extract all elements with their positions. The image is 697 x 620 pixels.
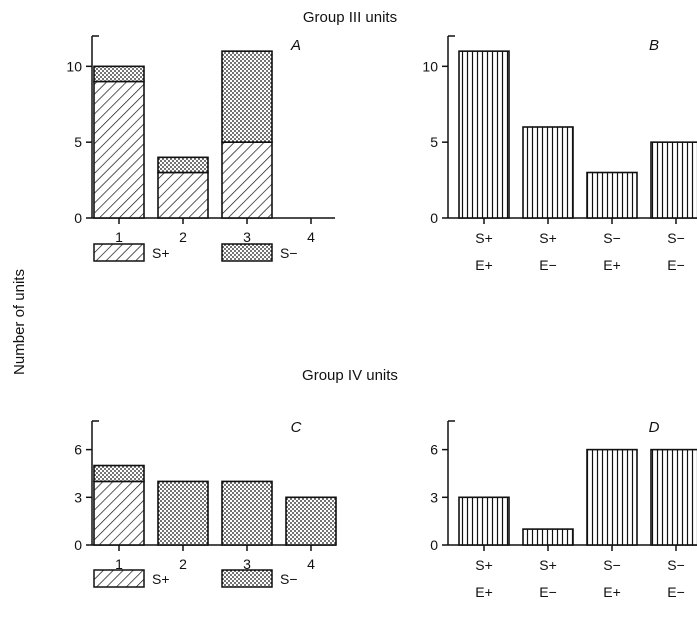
group-iv-title: Group IV units: [302, 367, 398, 384]
legend-swatch: [93, 243, 145, 262]
legend-label: S−: [280, 245, 298, 261]
bar: [522, 126, 574, 219]
x-tick-label: E−: [667, 257, 685, 273]
y-tick-label: 0: [74, 210, 82, 226]
x-tick-label: 2: [179, 556, 187, 572]
bar: [458, 496, 510, 546]
legend-swatch: [93, 569, 145, 588]
bar-segment: [93, 65, 145, 83]
bar: [586, 171, 638, 219]
panel-d-chart: D 0 3 6 S+ E+ S+ E− S− E+ S− E−: [430, 419, 697, 600]
panel-label-a: A: [290, 37, 301, 54]
bar-segment: [221, 480, 273, 546]
y-tick-label: 6: [430, 442, 438, 458]
y-axis-label: Number of units: [11, 269, 28, 375]
panel-label-b: B: [649, 37, 659, 54]
bar-segment: [93, 480, 145, 546]
bar-segment: [157, 480, 209, 546]
x-tick-label: 3: [243, 229, 251, 245]
panel-b-chart: B 0 5 10 S+ E+ S+ E− S− E+ S− E−: [422, 35, 697, 273]
x-tick-label: S+: [475, 230, 493, 246]
x-tick-label: S+: [539, 557, 557, 573]
bar-segment: [93, 80, 145, 219]
x-tick-label: S−: [603, 557, 621, 573]
legend-swatch: [221, 569, 273, 588]
x-tick-label: E+: [603, 257, 621, 273]
group-iii-title: Group III units: [303, 9, 397, 26]
x-tick-label: S+: [475, 557, 493, 573]
y-tick-label: 5: [74, 134, 82, 150]
panel-label-c: C: [291, 419, 302, 436]
x-tick-label: 2: [179, 229, 187, 245]
bar-segment: [285, 496, 337, 546]
y-tick-label: 5: [430, 134, 438, 150]
y-tick-label: 0: [430, 210, 438, 226]
bar: [522, 528, 574, 546]
x-tick-label: S−: [603, 230, 621, 246]
bar: [458, 50, 510, 219]
x-tick-label: E−: [539, 257, 557, 273]
legend-label: S+: [152, 571, 170, 587]
y-tick-label: 6: [74, 442, 82, 458]
x-tick-label: 1: [115, 556, 123, 572]
bar-segment: [221, 141, 273, 219]
bar: [650, 448, 697, 546]
x-tick-label: S−: [667, 230, 685, 246]
bar: [650, 141, 697, 219]
y-tick-label: 10: [422, 58, 438, 74]
x-tick-label: E−: [667, 584, 685, 600]
y-tick-label: 0: [74, 537, 82, 553]
y-tick-label: 3: [430, 489, 438, 505]
y-tick-label: 10: [66, 58, 82, 74]
legend-label: S+: [152, 245, 170, 261]
x-tick-label: E−: [539, 584, 557, 600]
y-tick-label: 0: [430, 537, 438, 553]
bar-segment: [221, 50, 273, 143]
panel-label-d: D: [649, 419, 660, 436]
bar-segment: [93, 464, 145, 483]
panel-a-chart: A 0 5 10 1 2 3 4 S+ S−: [66, 35, 335, 262]
bar-segment: [157, 171, 209, 219]
y-tick-label: 3: [74, 489, 82, 505]
x-tick-label: E+: [475, 257, 493, 273]
x-tick-label: E+: [603, 584, 621, 600]
x-tick-label: 4: [307, 556, 315, 572]
legend-label: S−: [280, 571, 298, 587]
x-tick-label: 1: [115, 229, 123, 245]
legend-swatch: [221, 243, 273, 262]
x-tick-label: S+: [539, 230, 557, 246]
bar: [586, 448, 638, 546]
x-tick-label: S−: [667, 557, 685, 573]
x-tick-label: E+: [475, 584, 493, 600]
bar-segment: [157, 156, 209, 174]
panel-c-chart: C 0 3 6 1 2 3 4 S+ S−: [74, 419, 337, 588]
x-tick-label: 4: [307, 229, 315, 245]
x-tick-label: 3: [243, 556, 251, 572]
